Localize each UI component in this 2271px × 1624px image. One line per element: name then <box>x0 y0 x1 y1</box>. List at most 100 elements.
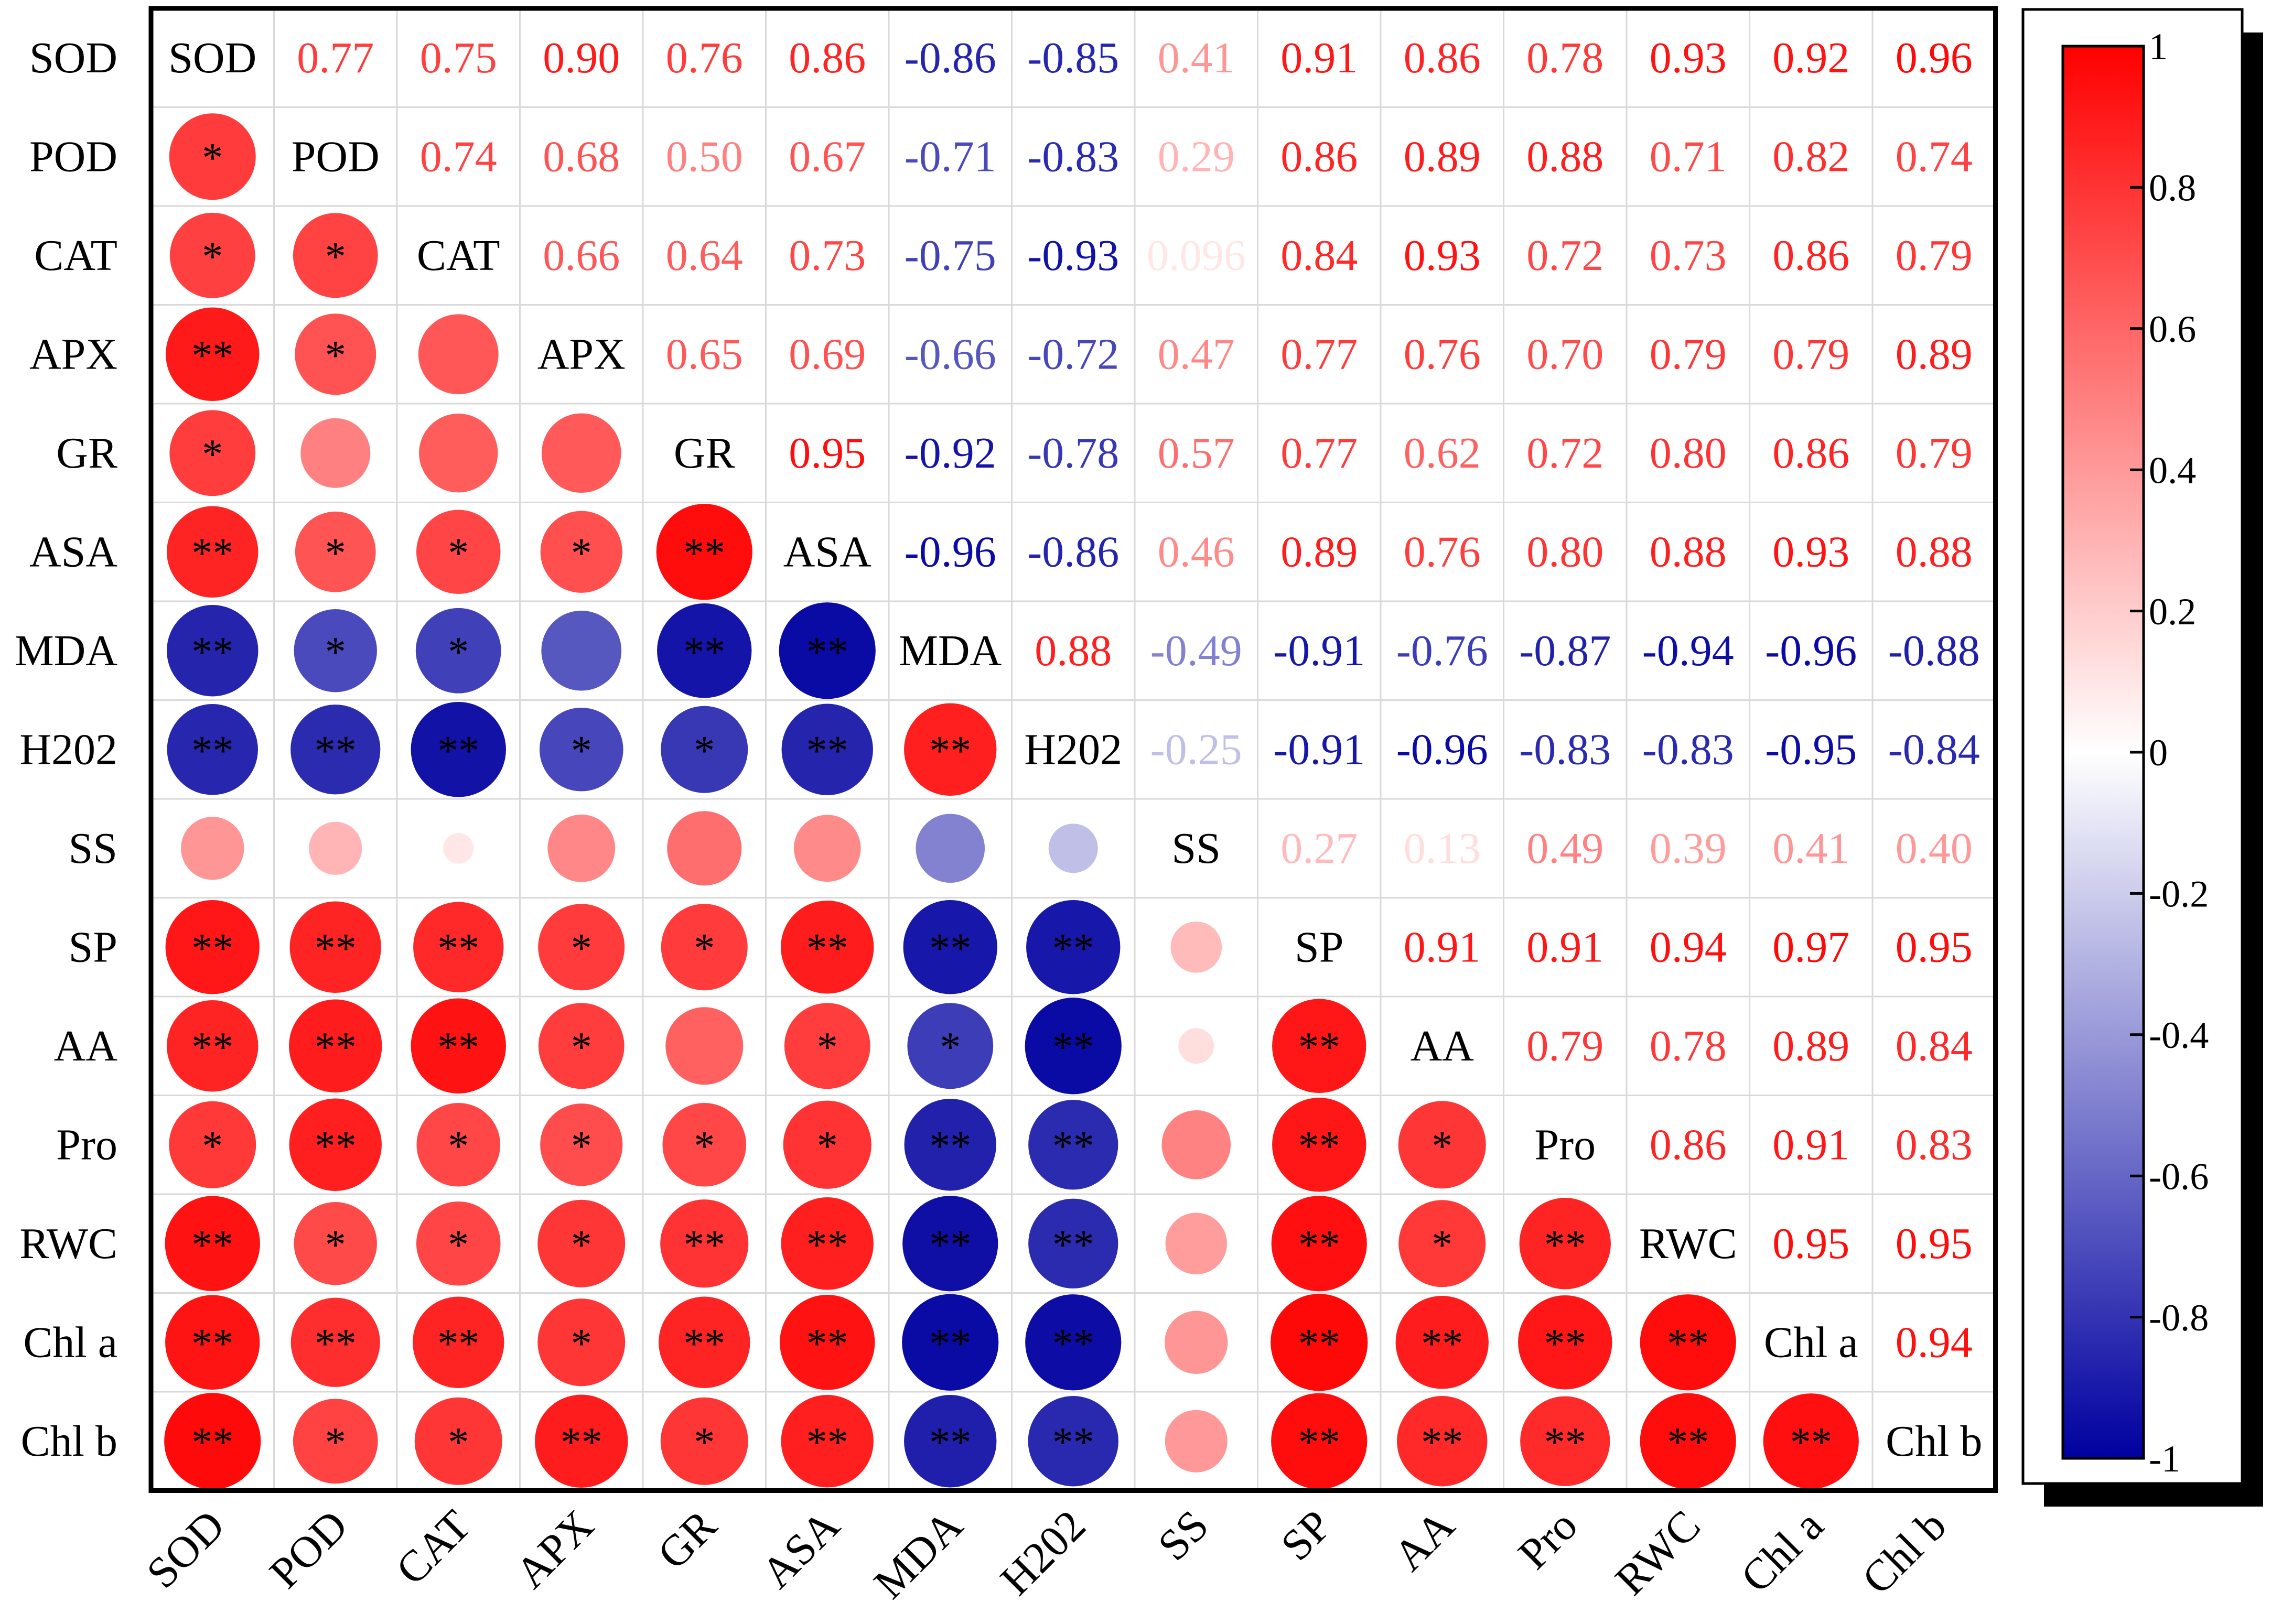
corr-value-label: 0.57 <box>1158 429 1235 478</box>
corr-value-label: 0.71 <box>1650 132 1727 181</box>
significance-mark: ** <box>1052 926 1094 972</box>
corr-circle <box>907 1003 994 1089</box>
row-labels: SOD POD CAT APX GR ASA MDA H202 SS SP AA Pro RWC Chl … <box>15 34 117 1466</box>
corr-value-label: 0.88 <box>1526 132 1603 181</box>
diagonal-label: H202 <box>1024 725 1122 774</box>
corr-value-label: 0.13 <box>1404 824 1481 873</box>
corr-value-label: 0.68 <box>543 132 620 181</box>
colorbar-tick-label: -0.6 <box>2149 1155 2209 1197</box>
significance-mark: ** <box>191 926 233 972</box>
significance-mark: * <box>448 1222 469 1268</box>
corr-value-label: 0.79 <box>1772 330 1849 378</box>
corr-value-label: 0.096 <box>1147 231 1246 280</box>
corr-circle <box>781 1395 874 1488</box>
corr-value-label: -0.94 <box>1642 626 1734 675</box>
corr-circle <box>540 1103 623 1186</box>
corr-circle <box>661 904 748 991</box>
significance-mark: ** <box>315 1024 357 1070</box>
corr-value-label: 0.76 <box>1404 330 1481 378</box>
corr-circle <box>414 1397 502 1485</box>
row-label: MDA <box>15 626 117 675</box>
significance-mark: ** <box>1052 1024 1094 1070</box>
corr-circle <box>293 213 378 298</box>
corr-value-label: -0.76 <box>1396 626 1488 675</box>
column-label: SS <box>1149 1501 1218 1570</box>
corr-value-label: 0.86 <box>1650 1120 1727 1169</box>
significance-mark: * <box>325 1222 346 1268</box>
row-label: POD <box>29 132 117 181</box>
diagonal-label: CAT <box>417 231 500 280</box>
corr-circle <box>539 707 623 792</box>
corr-value-label: 0.29 <box>1158 132 1235 181</box>
corr-value-label: 0.94 <box>1896 1318 1973 1367</box>
row-label: RWC <box>19 1219 117 1268</box>
corr-circle <box>1398 1101 1486 1189</box>
corr-circle <box>1271 1294 1368 1391</box>
significance-mark: * <box>325 333 346 379</box>
significance-mark: ** <box>315 1321 357 1367</box>
significance-mark: ** <box>929 1222 971 1268</box>
column-label: ASA <box>752 1501 849 1598</box>
corr-circle <box>294 1202 377 1285</box>
diagonal-label: SP <box>1295 923 1343 971</box>
significance-mark: * <box>448 1123 469 1170</box>
significance-mark: * <box>1432 1123 1452 1170</box>
corr-value-label: 0.39 <box>1650 824 1727 873</box>
corr-value-label: 0.72 <box>1526 429 1603 478</box>
corr-value-label: -0.83 <box>1519 725 1611 774</box>
significance-mark: ** <box>1544 1420 1586 1466</box>
matrix-border <box>148 6 1998 1493</box>
colorbar-tick-label: 0.8 <box>2149 167 2196 209</box>
significance-mark: ** <box>1421 1321 1463 1367</box>
corr-value-label: 0.80 <box>1526 527 1603 576</box>
corr-value-label: 0.80 <box>1650 429 1727 478</box>
corr-circle <box>418 314 499 395</box>
corr-value-label: 0.41 <box>1772 824 1849 873</box>
row-label: SP <box>69 923 117 971</box>
corr-circle <box>1170 921 1222 973</box>
corr-circle <box>1028 1396 1118 1487</box>
significance-mark: * <box>325 234 346 280</box>
significance-mark: ** <box>191 1420 233 1466</box>
corr-value-label: 0.86 <box>789 34 866 82</box>
corr-value-label: 0.95 <box>1772 1219 1849 1268</box>
corr-circle <box>167 704 258 795</box>
diagonal-label: SS <box>1172 824 1221 873</box>
corr-circle <box>541 413 621 493</box>
corr-circle <box>903 900 997 994</box>
corr-circle <box>784 1003 870 1089</box>
significance-mark: * <box>202 135 223 181</box>
corr-value-label: 0.88 <box>1035 626 1112 675</box>
corr-circle <box>660 1199 749 1288</box>
corr-circle <box>1165 1410 1228 1473</box>
significance-mark: ** <box>1298 1321 1340 1367</box>
significance-mark: * <box>571 1024 592 1070</box>
significance-mark: * <box>202 1123 223 1170</box>
corr-value-label: 0.64 <box>666 231 743 280</box>
corr-circle <box>793 815 861 882</box>
corr-circle <box>1520 1396 1610 1486</box>
corr-circle <box>167 1000 259 1092</box>
corr-circle <box>667 811 742 886</box>
significance-mark: ** <box>1667 1420 1709 1466</box>
corr-value-label: 0.93 <box>1404 231 1481 280</box>
significance-mark: ** <box>1052 1321 1094 1367</box>
significance-mark: ** <box>191 1321 233 1367</box>
corr-circle <box>164 1393 261 1490</box>
corr-circle <box>416 1102 501 1187</box>
corr-circle <box>165 900 260 994</box>
corr-value-label: 0.82 <box>1772 132 1849 181</box>
corr-value-label: 0.88 <box>1896 527 1973 576</box>
matrix-frame <box>148 6 1998 1493</box>
colorbar-tick-label: 0.2 <box>2149 591 2196 633</box>
corr-circle <box>411 998 506 1094</box>
corr-circle <box>902 1196 998 1292</box>
column-label: APX <box>507 1501 604 1598</box>
corr-value-label: -0.86 <box>905 34 996 82</box>
corr-value-label: -0.91 <box>1273 725 1365 774</box>
significance-mark: * <box>694 926 715 972</box>
significance-mark: ** <box>437 926 479 972</box>
corr-value-label: -0.78 <box>1027 429 1119 478</box>
row-label: Chl a <box>23 1318 117 1367</box>
significance-mark: ** <box>1298 1420 1340 1466</box>
